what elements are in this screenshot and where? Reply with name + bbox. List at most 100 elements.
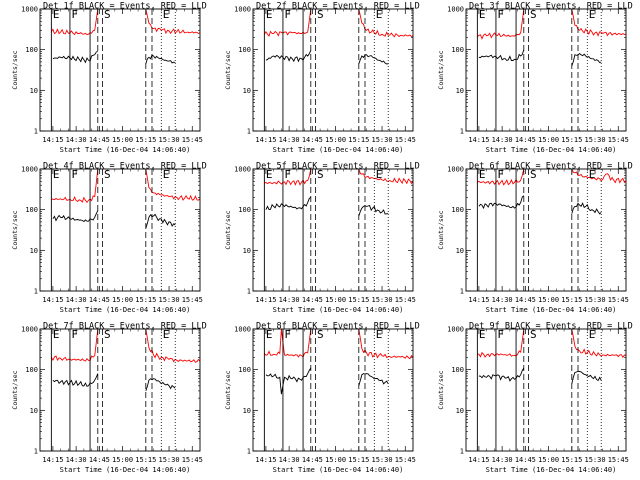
lld-series-line (145, 8, 201, 35)
x-axis-label: Start Time (16-Dec-04 14:06:40) (60, 146, 191, 154)
x-tick-label: 14:15 (468, 456, 489, 464)
marker-label: S (317, 328, 324, 341)
y-tick-label: 1000 (447, 166, 464, 174)
y-tick-label: 1000 (447, 326, 464, 334)
marker-label: F (71, 8, 78, 21)
x-tick-label: 15:15 (561, 136, 582, 144)
marker-label: E (163, 8, 170, 21)
x-tick-label: 15:15 (348, 296, 369, 304)
events-series-line (478, 367, 525, 382)
x-tick-label: 14:45 (302, 456, 323, 464)
plot-frame (465, 328, 627, 452)
x-tick-label: 15:15 (561, 456, 582, 464)
x-tick-label: 14:30 (492, 296, 513, 304)
y-tick-label: 1 (34, 448, 38, 456)
x-tick-label: 15:00 (112, 456, 133, 464)
y-axis-label: Counts/sec (224, 210, 232, 249)
plot-frame (465, 168, 627, 292)
x-tick-label: 15:45 (182, 136, 203, 144)
marker-label: S (317, 168, 324, 181)
x-tick-label: 14:30 (492, 456, 513, 464)
events-series-line (478, 49, 525, 62)
y-tick-label: 100 (25, 46, 38, 54)
x-tick-label: 14:45 (302, 136, 323, 144)
x-tick-label: 15:45 (395, 296, 416, 304)
events-series-line (52, 51, 98, 64)
y-tick-label: 10 (456, 407, 464, 415)
marker-label: F (71, 328, 78, 341)
y-axis-label: Counts/sec (224, 370, 232, 409)
marker-label: F (71, 168, 78, 181)
panel-det-1: Det 1f BLACK = Events, RED = LLD Counts/s… (11, 2, 207, 155)
marker-label: F (284, 8, 291, 21)
y-tick-label: 1 (247, 448, 251, 456)
x-tick-label: 15:00 (325, 136, 346, 144)
events-series-line (145, 213, 176, 229)
panel-det-5: Det 5f BLACK = Events, RED = LLD Counts/s… (224, 162, 420, 315)
x-tick-label: 15:30 (584, 456, 605, 464)
plot-frame (39, 168, 201, 292)
marker-label: E (589, 8, 596, 21)
lld-series-line (358, 328, 414, 360)
events-series-line (145, 54, 176, 64)
lld-series-line (145, 168, 201, 201)
marker-label: E (589, 328, 596, 341)
y-tick-label: 10 (243, 407, 251, 415)
marker-label: E (163, 168, 170, 181)
x-tick-label: 15:30 (158, 296, 179, 304)
y-tick-label: 1 (460, 448, 464, 456)
events-series-line (358, 204, 389, 217)
x-tick-label: 14:45 (302, 296, 323, 304)
panel-det-4: Det 4f BLACK = Events, RED = LLD Counts/s… (11, 162, 207, 315)
y-tick-label: 100 (238, 366, 251, 374)
x-tick-label: 15:45 (182, 456, 203, 464)
x-tick-label: 15:00 (538, 296, 559, 304)
panel-det-3: Det 3f BLACK = Events, RED = LLD Counts/s… (437, 2, 633, 155)
x-tick-label: 15:30 (371, 136, 392, 144)
x-tick-label: 14:30 (492, 136, 513, 144)
x-tick-label: 14:45 (515, 456, 536, 464)
marker-label: E (376, 328, 383, 341)
x-axis-label: Start Time (16-Dec-04 14:06:40) (273, 466, 404, 474)
x-tick-label: 15:45 (608, 456, 629, 464)
x-tick-label: 14:30 (66, 296, 87, 304)
marker-label: E (266, 328, 273, 341)
marker-label: E (376, 8, 383, 21)
panel-title: Det 2f BLACK = Events, RED = LLD (256, 2, 420, 12)
marker-label: E (53, 168, 60, 181)
marker-label: E (53, 8, 60, 21)
x-tick-label: 15:15 (135, 296, 156, 304)
marker-label: S (530, 168, 537, 181)
marker-label: S (530, 8, 537, 21)
events-series-line (571, 370, 602, 384)
x-tick-label: 15:00 (538, 456, 559, 464)
y-tick-label: 1 (34, 288, 38, 296)
marker-label: E (479, 8, 486, 21)
x-tick-label: 15:15 (561, 296, 582, 304)
y-tick-label: 100 (451, 366, 464, 374)
x-tick-label: 14:15 (42, 136, 63, 144)
lld-series-line (145, 328, 201, 363)
marker-label: S (530, 328, 537, 341)
y-tick-label: 10 (243, 87, 251, 95)
x-axis-label: Start Time (16-Dec-04 14:06:40) (60, 306, 191, 314)
x-tick-label: 14:45 (515, 136, 536, 144)
x-tick-label: 14:15 (468, 296, 489, 304)
panel-title: Det 6f BLACK = Events, RED = LLD (469, 162, 633, 172)
y-tick-label: 10 (456, 87, 464, 95)
events-series-line (478, 195, 525, 210)
y-tick-label: 10 (30, 247, 38, 255)
y-axis-label: Counts/sec (437, 210, 445, 249)
events-series-line (265, 197, 312, 210)
panel-title: Det 8f BLACK = Events, RED = LLD (256, 322, 420, 332)
events-series-line (52, 373, 99, 387)
y-tick-label: 1000 (21, 166, 38, 174)
events-series-line (265, 50, 312, 63)
y-tick-label: 1000 (21, 326, 38, 334)
marker-label: F (497, 168, 504, 181)
x-tick-label: 14:45 (515, 296, 536, 304)
x-tick-label: 14:15 (255, 136, 276, 144)
panel-title: Det 4f BLACK = Events, RED = LLD (43, 162, 207, 172)
x-tick-label: 14:15 (42, 456, 63, 464)
marker-label: E (376, 168, 383, 181)
